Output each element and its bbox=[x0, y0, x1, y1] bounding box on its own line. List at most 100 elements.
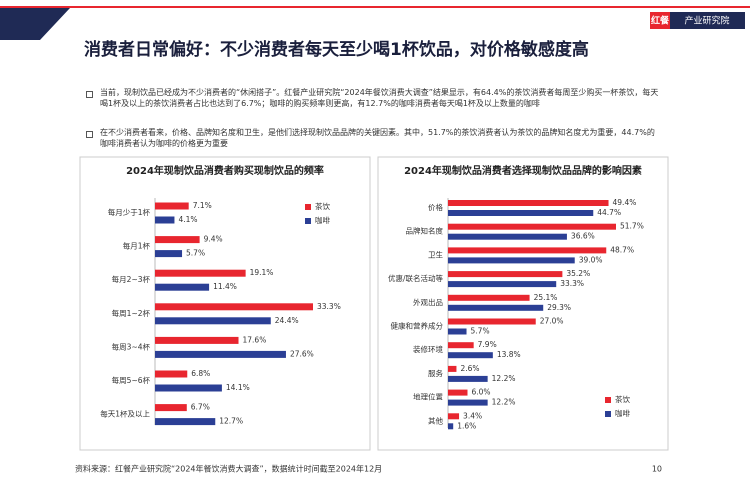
value-label: 29.3% bbox=[547, 303, 571, 312]
category-label: 装修环境 bbox=[413, 344, 443, 354]
bar bbox=[155, 202, 189, 210]
value-label: 51.7% bbox=[620, 222, 644, 231]
value-label: 33.3% bbox=[560, 279, 584, 288]
category-label: 每月少于1杯 bbox=[108, 207, 151, 217]
bar bbox=[155, 283, 210, 291]
legend-label: 茶饮 bbox=[315, 201, 330, 211]
chart-title: 2024年现制饮品消费者选择现制饮品品牌的影响因素 bbox=[404, 164, 642, 177]
value-label: 7.1% bbox=[193, 201, 212, 210]
page-title: 消费者日常偏好：不少消费者每天至少喝1杯饮品，对价格敏感度高 bbox=[84, 39, 589, 60]
value-label: 19.1% bbox=[250, 268, 274, 277]
value-label: 11.4% bbox=[213, 282, 237, 291]
bar bbox=[155, 350, 286, 358]
bar bbox=[448, 304, 544, 311]
category-label: 每周3~4杯 bbox=[112, 341, 151, 351]
bar bbox=[155, 404, 187, 412]
value-label: 48.7% bbox=[610, 245, 634, 254]
bar bbox=[448, 294, 530, 301]
value-label: 2.6% bbox=[460, 364, 479, 373]
bar bbox=[448, 375, 488, 382]
logo-text: 产业研究院 bbox=[684, 15, 729, 27]
legend-swatch bbox=[605, 411, 611, 417]
bar bbox=[155, 336, 239, 344]
bullet-icon bbox=[86, 91, 93, 98]
bar bbox=[155, 303, 313, 311]
bar bbox=[155, 216, 175, 224]
category-label: 卫生 bbox=[428, 249, 443, 259]
bar bbox=[155, 250, 183, 258]
category-label: 每周1~2杯 bbox=[112, 308, 151, 318]
value-label: 6.0% bbox=[471, 388, 490, 397]
value-label: 5.7% bbox=[186, 249, 205, 258]
category-label: 外观出品 bbox=[413, 297, 443, 307]
value-label: 7.9% bbox=[478, 340, 497, 349]
bar bbox=[155, 418, 216, 426]
legend-swatch bbox=[305, 218, 311, 224]
value-label: 25.1% bbox=[534, 293, 558, 302]
value-label: 27.0% bbox=[540, 317, 564, 326]
bullet-text: 当前，现制饮品已经成为不少消费者的“休闲搭子”。红餐产业研究院“2024年餐饮消… bbox=[100, 88, 659, 108]
value-label: 39.0% bbox=[579, 255, 603, 264]
header-line bbox=[0, 6, 750, 8]
bar bbox=[448, 389, 468, 396]
value-label: 13.8% bbox=[497, 350, 521, 359]
logo-box bbox=[650, 12, 670, 29]
value-label: 12.2% bbox=[492, 398, 516, 407]
value-label: 33.3% bbox=[317, 302, 341, 311]
bar bbox=[448, 399, 488, 406]
value-label: 14.1% bbox=[226, 383, 250, 392]
bar bbox=[155, 269, 246, 277]
category-label: 地理位置 bbox=[413, 392, 443, 402]
category-label: 价格 bbox=[428, 202, 443, 212]
value-label: 6.8% bbox=[191, 369, 210, 378]
value-label: 24.4% bbox=[275, 316, 299, 325]
bar bbox=[448, 223, 616, 230]
logo-mark: 红餐 bbox=[651, 15, 670, 27]
bar bbox=[448, 352, 493, 359]
value-label: 49.4% bbox=[613, 198, 637, 207]
bar bbox=[448, 233, 567, 240]
legend-label: 茶饮 bbox=[615, 394, 630, 404]
value-label: 4.1% bbox=[178, 215, 197, 224]
chart-title: 2024年现制饮品消费者购买现制饮品的频率 bbox=[126, 164, 324, 177]
value-label: 12.7% bbox=[219, 417, 243, 426]
bullet-text: 在不少消费者看来，价格、品牌知名度和卫生，是他们选择现制饮品品牌的关键因素。其中… bbox=[100, 128, 655, 148]
value-label: 5.7% bbox=[471, 327, 490, 336]
value-label: 3.4% bbox=[463, 411, 482, 420]
legend-label: 咖啡 bbox=[315, 215, 330, 225]
category-label: 品牌知名度 bbox=[406, 226, 444, 236]
bar bbox=[155, 236, 200, 244]
bar bbox=[448, 318, 536, 325]
category-label: 其他 bbox=[428, 415, 443, 425]
bar bbox=[448, 281, 557, 288]
bar bbox=[448, 210, 594, 216]
bar bbox=[448, 423, 454, 430]
category-label: 每天1杯及以上 bbox=[100, 409, 150, 419]
value-label: 36.6% bbox=[571, 232, 595, 241]
bar bbox=[155, 317, 271, 325]
category-label: 每月2~3杯 bbox=[112, 274, 151, 284]
bar bbox=[448, 247, 607, 254]
logo-bar bbox=[670, 12, 745, 29]
legend-label: 咖啡 bbox=[615, 408, 630, 418]
value-label: 17.6% bbox=[243, 335, 267, 344]
legend-swatch bbox=[605, 397, 611, 403]
chart-box bbox=[377, 156, 669, 451]
value-label: 12.2% bbox=[492, 374, 516, 383]
bar bbox=[448, 271, 563, 278]
category-label: 每月1杯 bbox=[123, 241, 151, 251]
page-number: 10 bbox=[652, 465, 662, 474]
bar bbox=[448, 342, 474, 349]
category-label: 每周5~6杯 bbox=[112, 375, 151, 385]
bar bbox=[448, 365, 457, 372]
category-label: 服务 bbox=[428, 368, 443, 378]
header-decor bbox=[0, 8, 70, 40]
category-label: 健康和营养成分 bbox=[391, 321, 444, 331]
category-label: 优惠/联名活动等 bbox=[388, 273, 444, 283]
bar bbox=[448, 328, 467, 335]
bar bbox=[448, 200, 609, 206]
value-label: 44.7% bbox=[597, 208, 621, 217]
value-label: 9.4% bbox=[204, 235, 223, 244]
